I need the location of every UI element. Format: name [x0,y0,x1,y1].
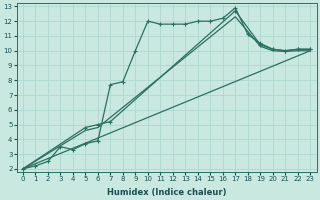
X-axis label: Humidex (Indice chaleur): Humidex (Indice chaleur) [107,188,226,197]
